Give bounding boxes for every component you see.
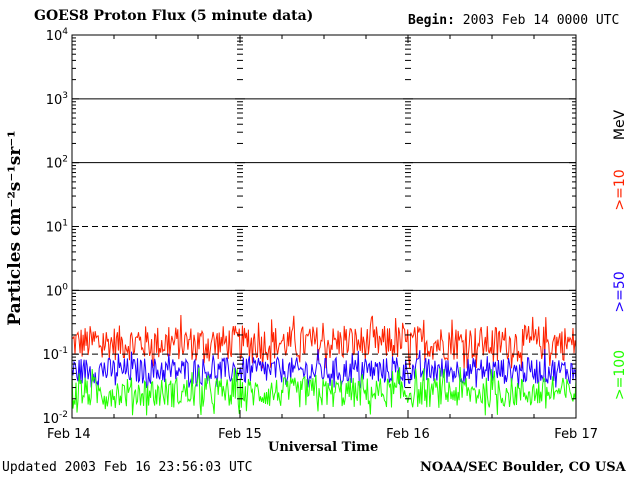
x-tick-label: Feb 15 (218, 427, 262, 442)
updated-value: 2003 Feb 16 23:56:03 UTC (64, 460, 253, 475)
begin-value: 2003 Feb 14 0000 UTC (462, 13, 620, 28)
series-line-ge100 (71, 366, 577, 416)
legend-ge50: >=50 (612, 271, 628, 312)
x-tick-label: Feb 16 (386, 427, 430, 442)
series-line-ge10 (71, 314, 577, 369)
chart-title: GOES8 Proton Flux (5 minute data) (34, 8, 314, 24)
y-tick-label: 100 (46, 282, 69, 299)
legend-ge10: >=10 (612, 169, 628, 210)
updated-label: Updated (2, 460, 57, 475)
begin-time: Begin: 2003 Feb 14 0000 UTC (408, 13, 619, 28)
y-tick-label: 10-2 (42, 410, 68, 427)
begin-label: Begin: (408, 13, 455, 28)
y-tick-label: 102 (46, 155, 68, 172)
y-tick-label: 103 (46, 91, 68, 108)
series-line-ge50 (71, 348, 577, 390)
credit-text: NOAA/SEC Boulder, CO USA (420, 460, 626, 475)
legend-unit-label: MeV (612, 109, 628, 140)
x-tick-label: Feb 17 (554, 427, 598, 442)
y-tick-label: 101 (46, 219, 68, 236)
y-tick-label: 104 (46, 27, 69, 44)
y-axis-label: Particles cm⁻²s⁻¹sr⁻¹ (5, 130, 25, 325)
updated-time: Updated 2003 Feb 16 23:56:03 UTC (2, 460, 252, 475)
y-tick-label: 10-1 (42, 346, 68, 363)
x-tick-label: Feb 14 (47, 427, 91, 442)
legend-ge100: >=100 (612, 350, 628, 400)
x-axis-label: Universal Time (268, 440, 379, 455)
